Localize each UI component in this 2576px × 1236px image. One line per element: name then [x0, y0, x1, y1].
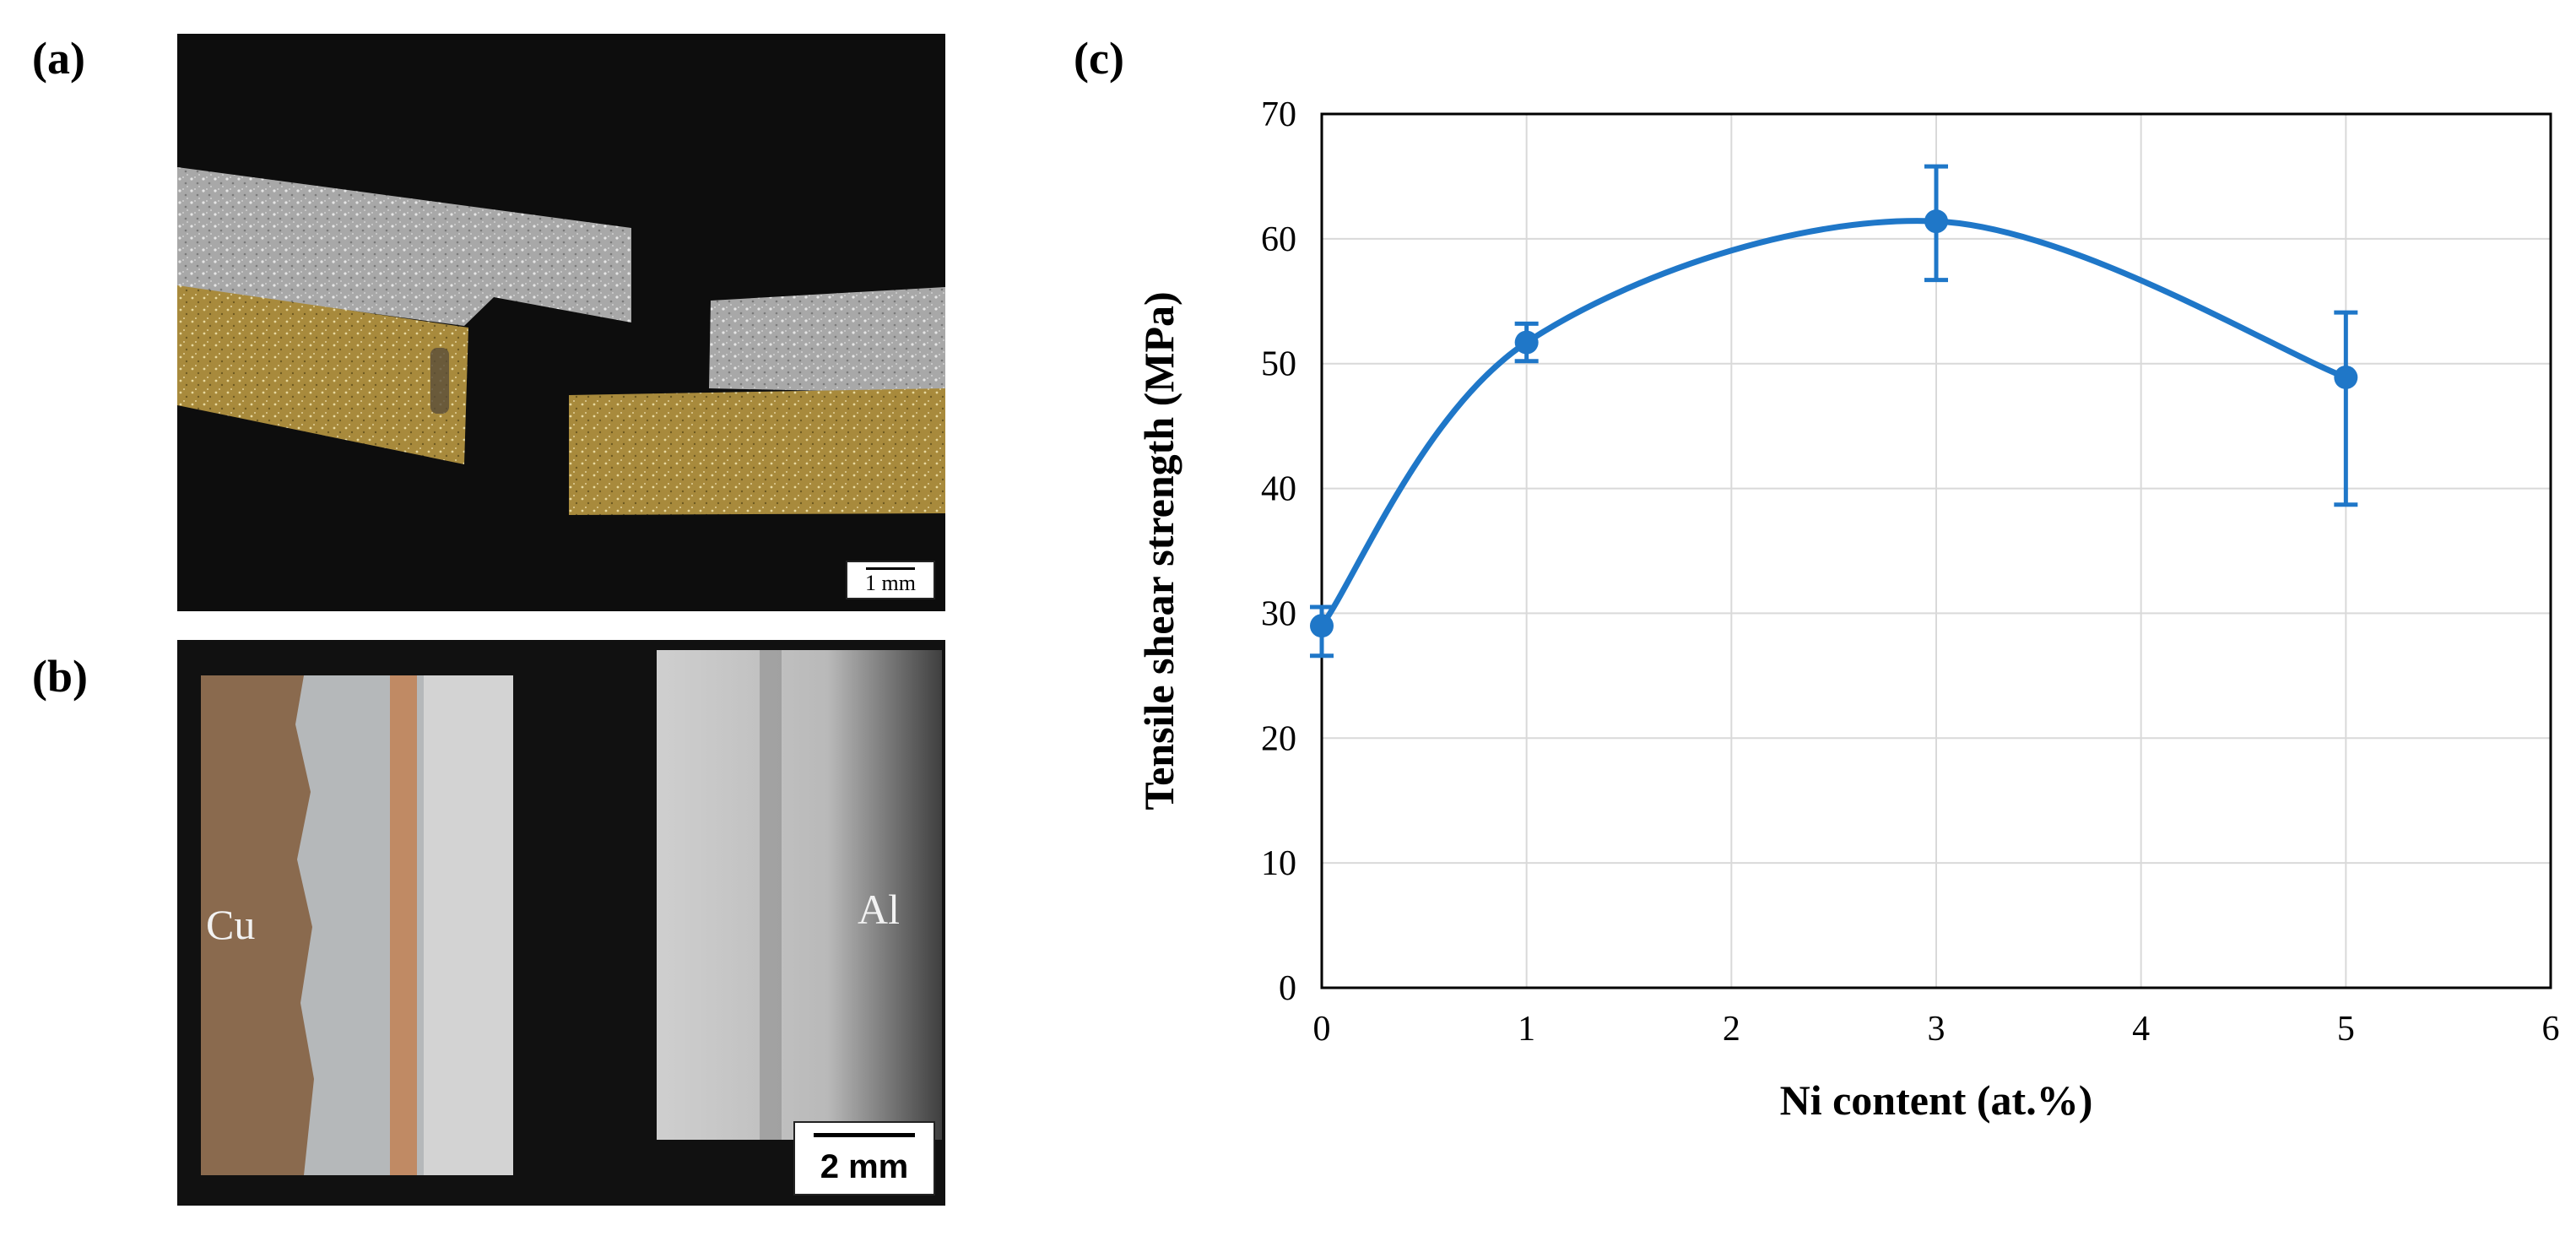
panel-c-label: (c) — [1074, 33, 1124, 84]
scale-bar-b: 2 mm — [793, 1121, 935, 1195]
y-tick-label: 30 — [1261, 594, 1296, 633]
cross-section-photo: 1 mm — [177, 34, 945, 611]
scale-bar-a: 1 mm — [846, 561, 935, 599]
fracture-surface-photo: Cu Al 2 mm — [177, 640, 945, 1206]
data-point — [1924, 209, 1948, 234]
data-point — [1310, 614, 1334, 638]
fracture-surface-illustration — [201, 650, 942, 1175]
x-tick-label: 2 — [1723, 1010, 1740, 1049]
y-tick-label: 50 — [1261, 345, 1296, 384]
cu-label: Cu — [206, 901, 256, 948]
x-tick-label: 4 — [2132, 1010, 2150, 1049]
panel-a-label: (a) — [32, 33, 85, 84]
y-tick-label: 70 — [1261, 95, 1296, 134]
x-tick-label: 1 — [1518, 1010, 1535, 1049]
x-axis-title: Ni content (at.%) — [1780, 1076, 2093, 1124]
series-line — [1318, 218, 2349, 629]
tensile-strength-chart: 0 1 2 3 4 5 6 0 10 20 30 40 50 60 70 Ni content (at.%)… — [1047, 0, 2576, 1236]
y-tick-label: 20 — [1261, 719, 1296, 758]
y-tick-label: 10 — [1261, 844, 1296, 883]
y-axis-title: Tensile shear strength (MPa) — [1135, 291, 1182, 810]
x-tick-label: 0 — [1313, 1010, 1331, 1049]
y-tick-label: 40 — [1261, 470, 1296, 509]
x-tick-label: 6 — [2542, 1010, 2560, 1049]
al-label: Al — [858, 886, 900, 933]
cross-section-illustration — [177, 167, 945, 515]
x-tick-label: 3 — [1928, 1010, 1946, 1049]
x-tick-label: 5 — [2337, 1010, 2355, 1049]
y-tick-label: 0 — [1279, 969, 1296, 1008]
data-point — [1514, 330, 1539, 355]
panel-b-label: (b) — [32, 651, 88, 702]
y-tick-label: 60 — [1261, 220, 1296, 259]
plot-frame — [1320, 112, 2552, 989]
data-point — [2334, 365, 2358, 389]
